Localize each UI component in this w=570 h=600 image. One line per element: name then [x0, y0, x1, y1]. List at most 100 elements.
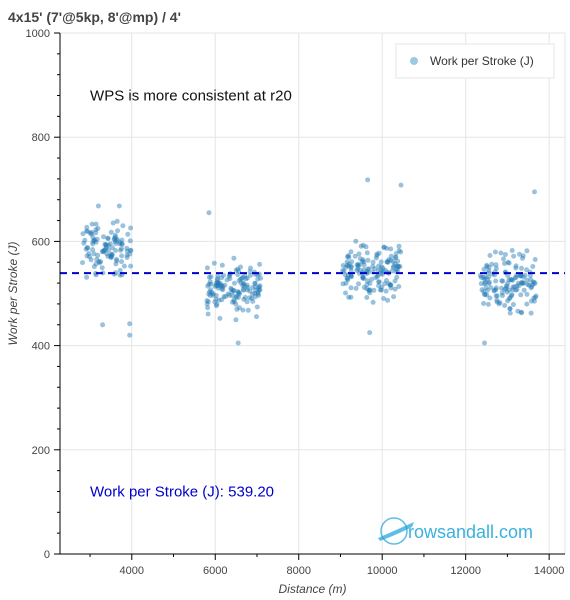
data-point	[494, 299, 500, 305]
data-point	[488, 285, 494, 291]
data-point	[256, 287, 262, 293]
data-point	[105, 235, 111, 241]
data-point	[207, 279, 213, 285]
data-point	[205, 305, 211, 311]
data-point	[114, 258, 120, 264]
data-point	[206, 291, 212, 297]
data-point	[502, 303, 508, 308]
data-point	[91, 237, 97, 243]
data-point	[388, 285, 394, 291]
data-point	[219, 262, 225, 268]
data-point	[231, 297, 237, 303]
data-point	[360, 274, 366, 280]
data-point	[532, 281, 538, 286]
data-point	[223, 294, 228, 299]
data-point	[205, 311, 211, 317]
data-point	[366, 266, 372, 272]
data-point	[120, 223, 126, 229]
data-point	[384, 278, 389, 283]
data-point	[215, 280, 221, 286]
watermark: rowsandall.com	[378, 517, 533, 545]
data-point	[374, 274, 380, 279]
x-tick-label: 10000	[367, 565, 398, 577]
data-point	[250, 285, 255, 290]
data-point	[95, 252, 101, 258]
data-point	[513, 274, 519, 280]
data-point	[82, 237, 88, 243]
data-point	[386, 257, 392, 263]
data-point	[384, 259, 390, 265]
data-point	[117, 240, 123, 245]
data-point	[240, 283, 246, 289]
data-point	[482, 340, 487, 346]
data-point	[215, 273, 221, 279]
data-point	[127, 321, 133, 327]
data-point	[206, 274, 212, 280]
data-point	[238, 280, 244, 286]
x-axis-label: Distance (m)	[278, 582, 346, 596]
data-point	[84, 274, 90, 280]
data-point	[94, 236, 100, 242]
data-point	[84, 245, 90, 250]
data-point	[213, 280, 219, 286]
data-point	[93, 227, 99, 233]
data-point	[348, 264, 354, 269]
data-point	[226, 273, 232, 279]
data-point	[500, 278, 506, 284]
data-point	[345, 276, 351, 281]
data-point	[224, 277, 230, 283]
data-point	[93, 239, 99, 245]
data-point	[365, 270, 371, 275]
legend-label: Work per Stroke (J)	[430, 54, 534, 68]
data-point	[245, 307, 251, 313]
data-point	[510, 277, 515, 283]
y-tick-label: 400	[32, 341, 50, 353]
data-point	[104, 251, 110, 257]
data-point	[509, 277, 515, 283]
data-point	[481, 275, 486, 281]
data-point	[396, 243, 402, 249]
data-point	[205, 283, 211, 289]
data-point	[209, 290, 215, 296]
data-point	[108, 254, 114, 260]
data-point	[376, 279, 382, 285]
data-point	[346, 294, 352, 300]
data-point	[484, 276, 490, 282]
data-point	[364, 295, 370, 300]
data-point	[85, 228, 91, 234]
data-point	[225, 291, 231, 297]
data-point	[396, 248, 402, 254]
data-point	[206, 281, 212, 287]
data-point	[244, 275, 250, 281]
data-point	[482, 292, 488, 298]
data-point	[229, 293, 235, 299]
data-point	[361, 267, 367, 273]
data-point	[386, 281, 392, 287]
data-point	[485, 301, 491, 307]
data-point	[86, 251, 92, 256]
data-point	[361, 284, 367, 290]
data-point	[214, 280, 220, 286]
data-point	[367, 330, 373, 336]
data-point	[525, 281, 531, 287]
y-ticks: 0 200 400 600 800 1000	[26, 28, 60, 561]
data-point	[507, 295, 513, 301]
data-point	[212, 299, 218, 305]
data-point	[233, 301, 239, 307]
data-point	[482, 291, 488, 297]
data-point	[103, 242, 109, 248]
data-point	[117, 241, 123, 247]
data-point	[117, 267, 123, 273]
data-point	[367, 287, 373, 293]
data-point	[242, 283, 247, 289]
data-point	[105, 236, 111, 242]
data-point	[244, 299, 250, 305]
legend[interactable]: Work per Stroke (J)	[395, 43, 555, 79]
data-point	[392, 255, 398, 261]
data-point	[110, 220, 116, 226]
data-point	[244, 282, 250, 288]
data-point	[379, 284, 385, 290]
data-point	[241, 281, 247, 287]
data-point	[240, 280, 246, 286]
data-point	[221, 272, 226, 278]
